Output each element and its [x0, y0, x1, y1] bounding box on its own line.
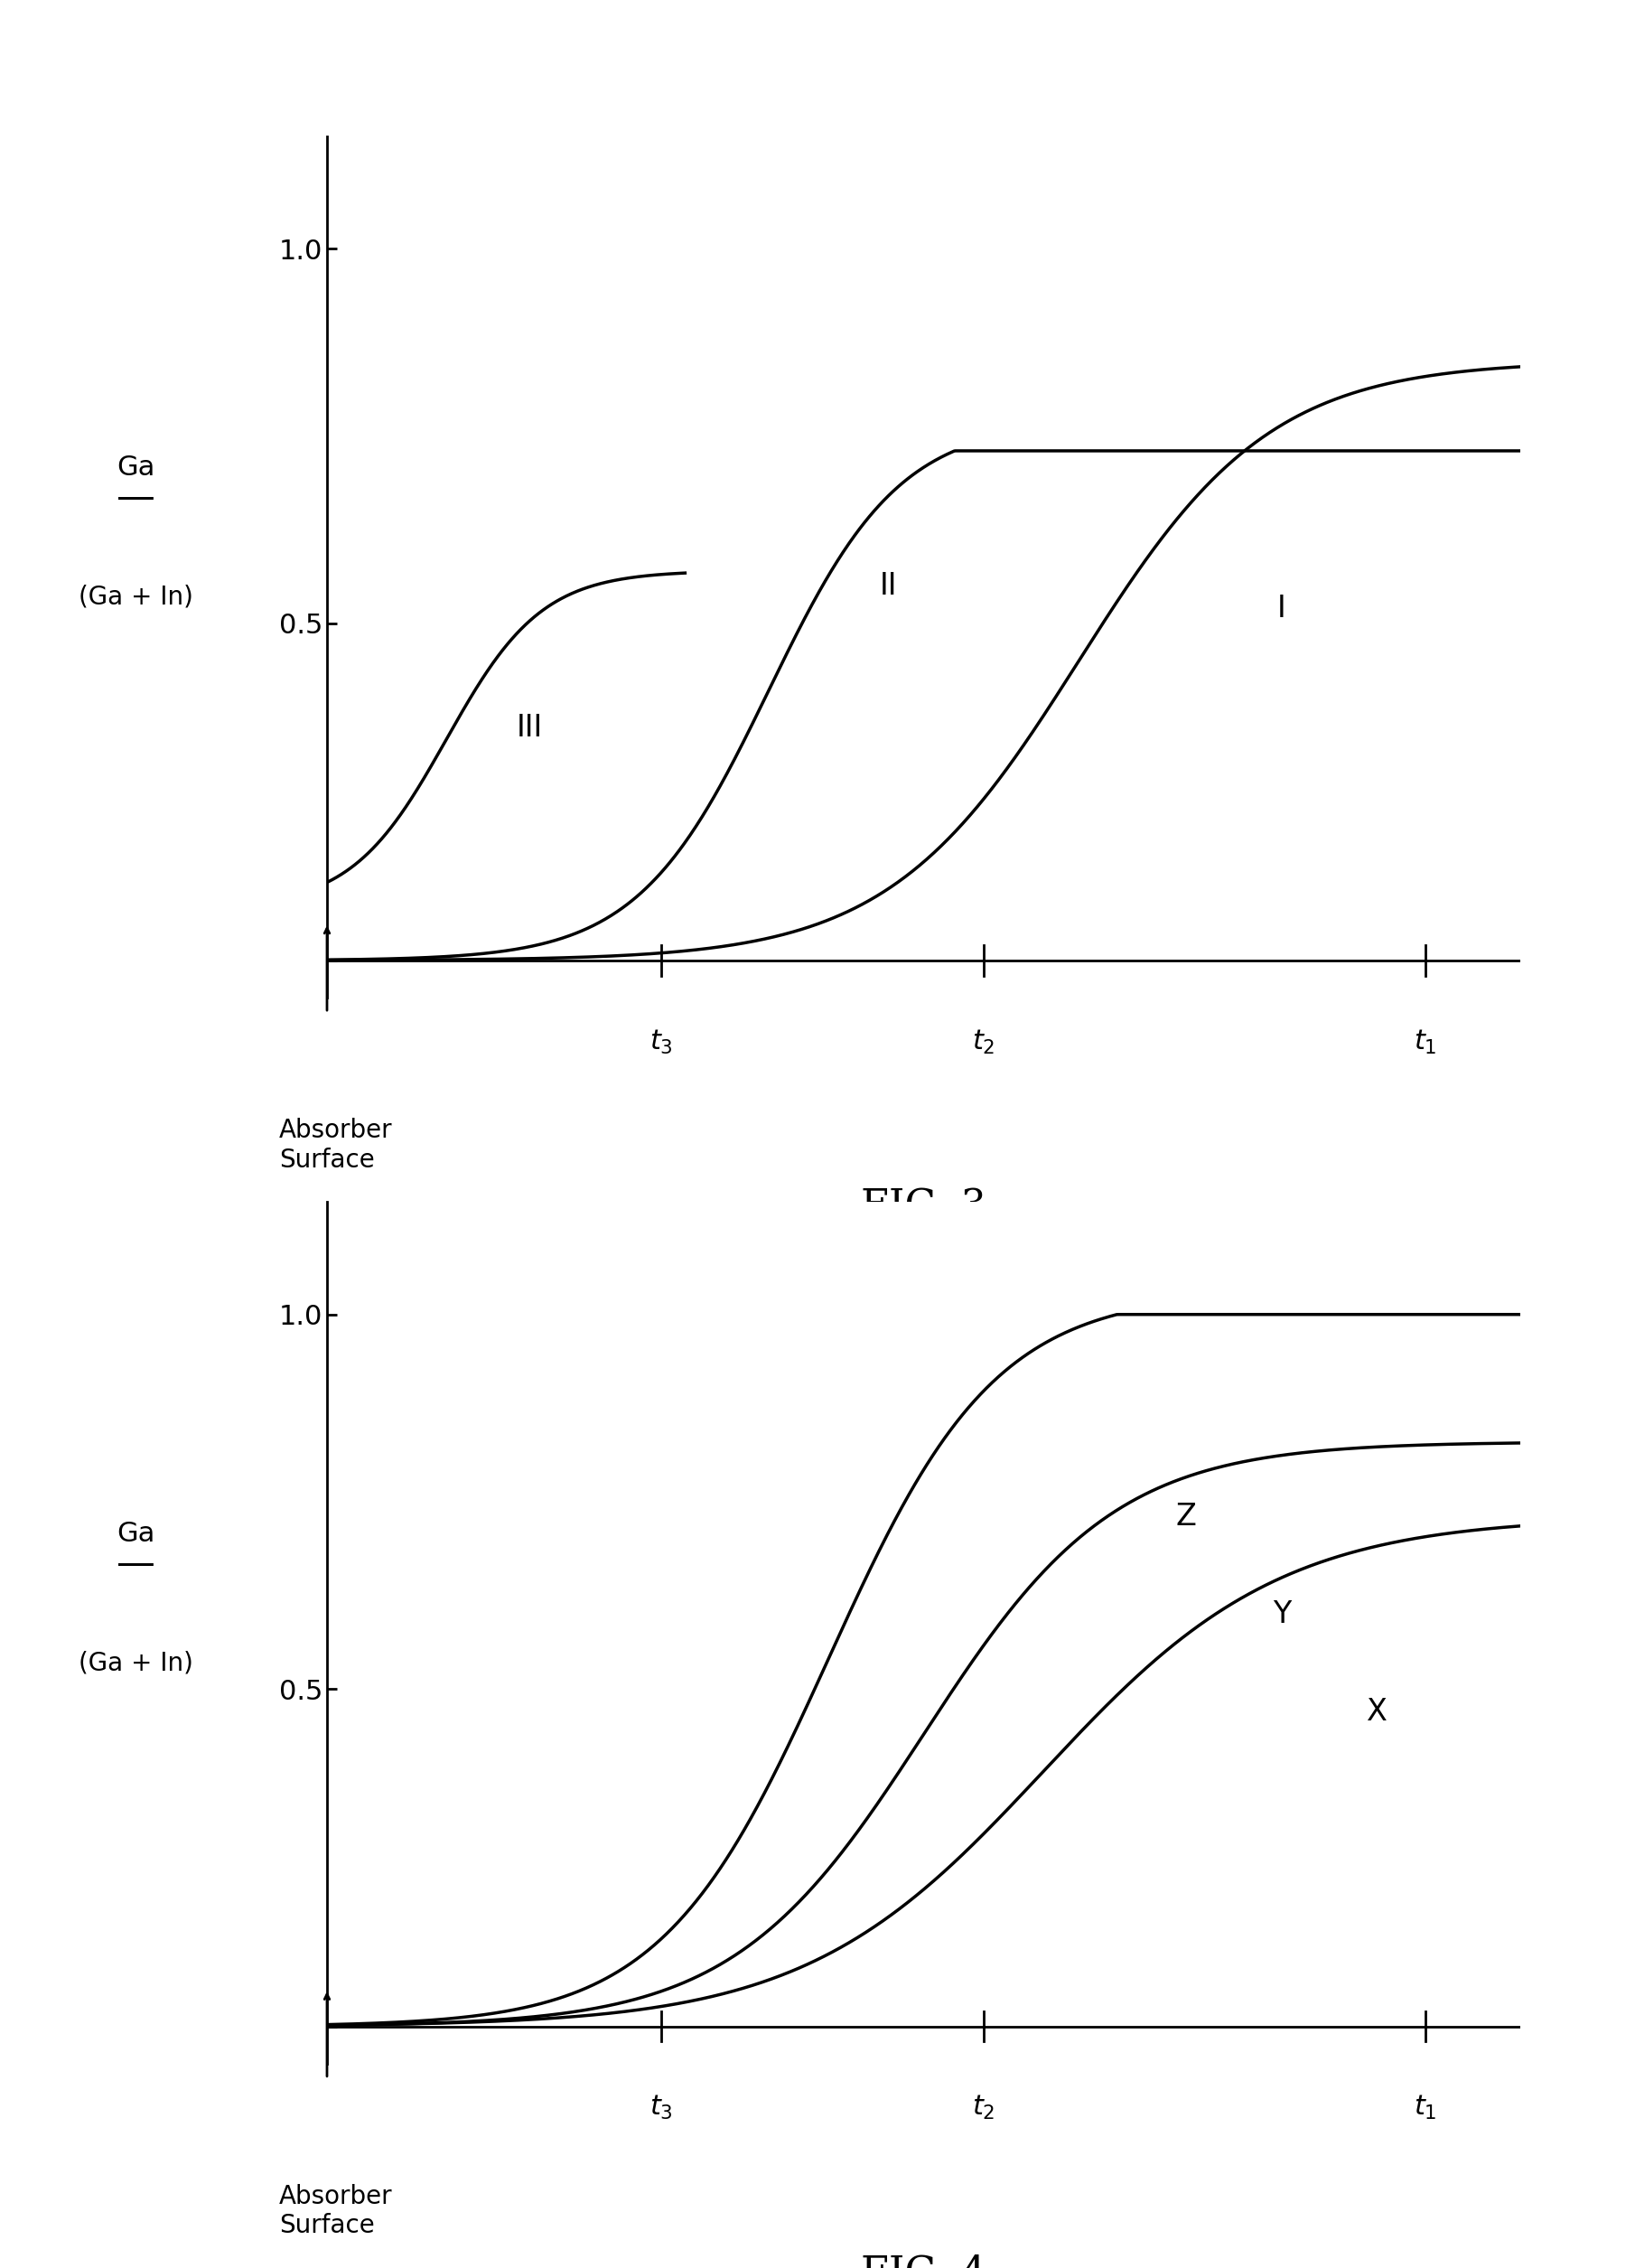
- Text: FIG. 4: FIG. 4: [862, 2254, 986, 2268]
- Text: III: III: [517, 712, 543, 744]
- Text: Absorber
Surface: Absorber Surface: [280, 2184, 392, 2239]
- Text: $t_2$: $t_2$: [971, 1027, 996, 1057]
- Text: (Ga + In): (Ga + In): [78, 585, 193, 610]
- Text: ―: ―: [118, 1547, 154, 1581]
- Text: Y: Y: [1272, 1599, 1292, 1628]
- Text: $t_1$: $t_1$: [1414, 2093, 1437, 2123]
- Text: $t_2$: $t_2$: [971, 2093, 996, 2123]
- Text: I: I: [1277, 594, 1287, 624]
- Text: FIG. 3: FIG. 3: [862, 1188, 986, 1227]
- Text: Ga: Ga: [116, 1520, 155, 1547]
- Text: $t_1$: $t_1$: [1414, 1027, 1437, 1057]
- Text: $t_3$: $t_3$: [649, 1027, 674, 1057]
- Text: ―: ―: [118, 481, 154, 515]
- Text: Z: Z: [1176, 1501, 1197, 1531]
- Text: X: X: [1367, 1696, 1388, 1726]
- Text: Ga: Ga: [116, 454, 155, 481]
- Text: $t_3$: $t_3$: [649, 2093, 674, 2123]
- Text: Absorber
Surface: Absorber Surface: [280, 1118, 392, 1173]
- Text: (Ga + In): (Ga + In): [78, 1651, 193, 1676]
- Text: II: II: [880, 572, 896, 601]
